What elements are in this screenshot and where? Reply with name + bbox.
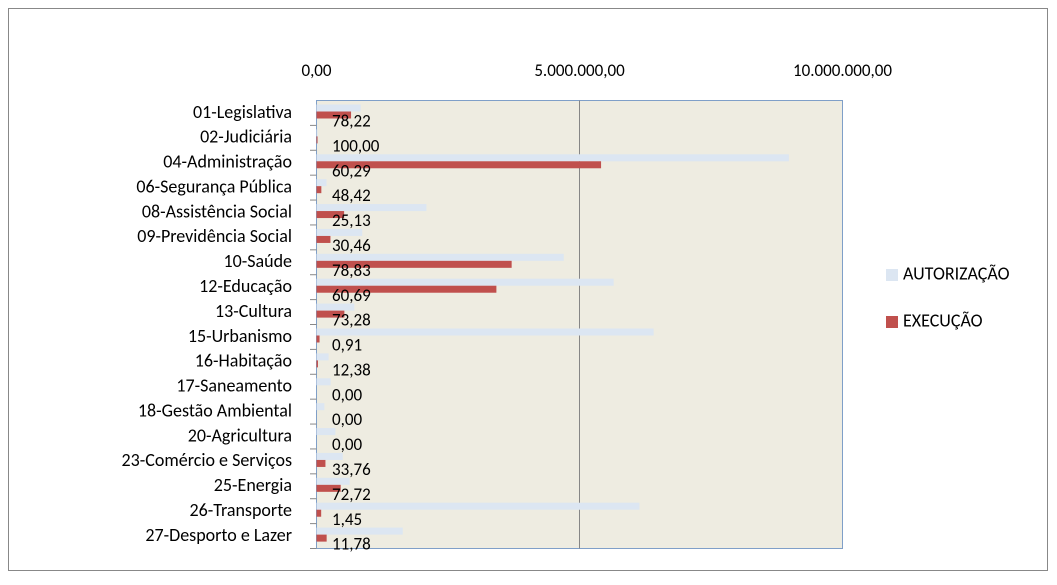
bar: [316, 509, 322, 517]
category-label: 09-Previdência Social: [137, 225, 292, 247]
bar: [316, 534, 327, 542]
data-label: 60,69: [332, 285, 371, 306]
data-label: 11,78: [332, 534, 371, 555]
data-label: 0,91: [332, 335, 362, 356]
data-label: 100,00: [332, 135, 380, 156]
bar: [316, 253, 564, 261]
category-label: 08-Assistência Social: [142, 200, 292, 222]
data-label: 72,72: [332, 484, 371, 505]
bar: [316, 204, 427, 212]
bar: [316, 360, 318, 368]
bar: [316, 285, 497, 293]
category-label: 04-Administração: [163, 151, 292, 173]
bar: [316, 477, 350, 485]
data-label: 60,29: [332, 160, 371, 181]
bar: [316, 502, 640, 510]
bar: [316, 161, 602, 169]
bar: [316, 104, 361, 112]
data-label: 1,45: [332, 509, 362, 530]
data-label: 78,22: [332, 111, 371, 132]
plot: 0,00 5.000.000,00 10.000.000,00 01-Legislat…: [122, 60, 893, 555]
legend-label: AUTORIZAÇÃO: [903, 262, 1010, 284]
bar: [316, 459, 326, 467]
bar: [316, 211, 345, 219]
bar: [316, 484, 341, 492]
data-label: 48,42: [332, 185, 371, 206]
x-tick-label: 5.000.000,00: [534, 60, 625, 81]
category-label: 01-Legislativa: [193, 101, 292, 123]
bar: [316, 228, 363, 236]
category-label: 20-Agricultura: [188, 424, 292, 446]
category-label: 16-Habitação: [195, 350, 292, 372]
category-label: 13-Cultura: [215, 300, 292, 322]
legend-swatch: [886, 269, 898, 281]
bar: [316, 353, 329, 361]
category-label: 02-Judiciária: [200, 126, 292, 148]
category-label: 17-Saneamento: [176, 375, 292, 397]
data-label: 30,46: [332, 235, 371, 256]
bar: [316, 378, 331, 386]
category-label: 06-Segurança Pública: [136, 175, 292, 197]
data-label: 78,83: [332, 260, 371, 281]
data-label: 12,38: [332, 359, 371, 380]
category-label: 26-Transporte: [190, 499, 292, 521]
x-tick-label: 10.000.000,00: [793, 60, 892, 81]
data-label: 0,00: [332, 384, 362, 405]
legend-label: EXECUÇÃO: [903, 309, 983, 331]
category-label: 25-Energia: [214, 474, 292, 496]
bar: [316, 452, 343, 460]
legend-swatch: [886, 316, 898, 328]
data-label: 0,00: [332, 434, 362, 455]
data-label: 73,28: [332, 310, 371, 331]
category-label: 18-Gestão Ambiental: [138, 399, 292, 421]
bar: [316, 129, 318, 137]
bar: [316, 179, 327, 187]
data-label: 25,13: [332, 210, 371, 231]
bar: [316, 428, 336, 436]
bar: [316, 335, 320, 343]
bar: [316, 310, 345, 318]
x-tick-label: 0,00: [301, 60, 331, 81]
bar: [316, 328, 654, 336]
category-label: 27-Desporto e Lazer: [145, 524, 292, 546]
bar: [316, 186, 322, 194]
bar: [316, 235, 331, 243]
bar: [316, 154, 789, 162]
bar: [316, 303, 355, 311]
bar: [316, 136, 318, 144]
bar: [316, 527, 403, 535]
bar: [316, 111, 352, 119]
category-label: 23-Comércio e Serviços: [122, 449, 292, 471]
data-label: 0,00: [332, 409, 362, 430]
category-label: 12-Educação: [199, 275, 292, 297]
category-label: 15-Urbanismo: [188, 325, 292, 347]
data-label: 33,76: [332, 459, 371, 480]
bar: [316, 260, 512, 268]
category-label: 10-Saúde: [223, 250, 292, 272]
bar: [316, 278, 614, 286]
bar: [316, 403, 325, 411]
